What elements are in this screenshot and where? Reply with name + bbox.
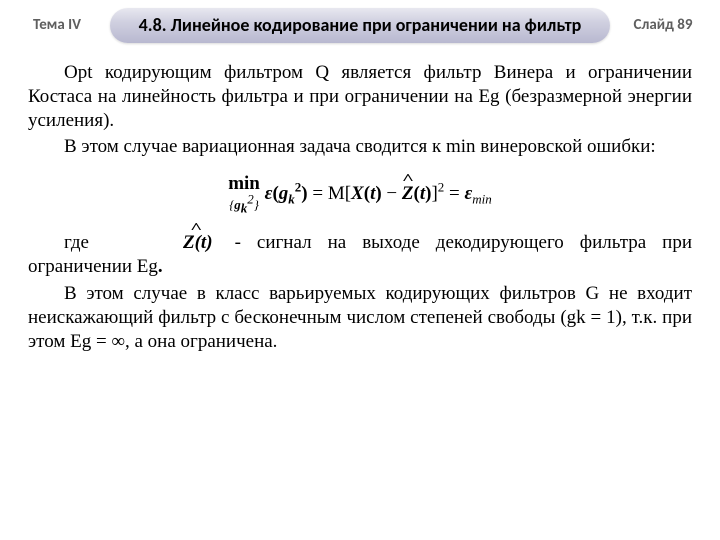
min-subscript: {gk2} <box>229 197 259 212</box>
equals-2: = <box>444 183 464 204</box>
equals-1: = <box>308 183 328 204</box>
slide-header: Тема IV 4.8. Линейное кодирование при ог… <box>0 0 720 43</box>
inline-Z-hat: Z(t) <box>111 231 213 255</box>
where-line: где Z(t) - сигнал на выходе декодирующег… <box>28 231 692 280</box>
slide-number: Слайд 89 <box>618 12 708 38</box>
paragraph-1: Opt кодирующим фильтром Q является фильт… <box>28 61 692 134</box>
min-operator: min {gk2} <box>228 174 260 215</box>
theme-label: Тема IV <box>12 12 102 38</box>
paragraph-3: В этом случае в класс варьируемых кодиру… <box>28 282 692 355</box>
X-of-t: X <box>351 183 364 204</box>
main-formula: min {gk2} ε(gk2) = M[X(t) − Z(t)]2 = εmi… <box>28 174 692 215</box>
Z-hat: Z <box>402 182 414 206</box>
slide-content: Opt кодирующим фильтром Q является фильт… <box>0 43 720 367</box>
period-bold: . <box>158 256 163 277</box>
title-banner: 4.8. Линейное кодирование при ограничени… <box>110 8 610 43</box>
where-label: где <box>64 232 89 253</box>
slide-title: 4.8. Линейное кодирование при ограничени… <box>128 14 592 37</box>
paragraph-2: В этом случае вариационная задача сводит… <box>28 135 692 159</box>
min-text: min <box>228 173 260 194</box>
expectation-M: M <box>328 183 345 204</box>
